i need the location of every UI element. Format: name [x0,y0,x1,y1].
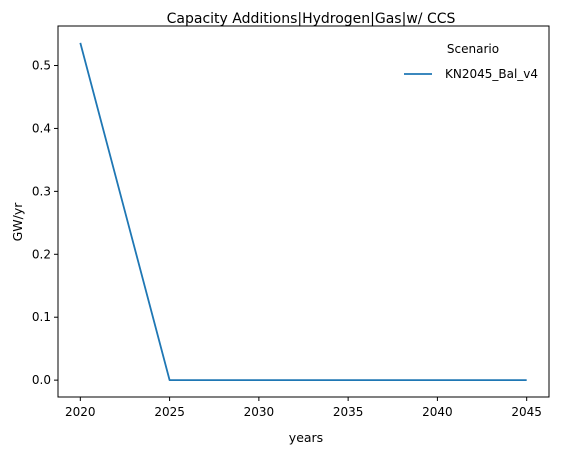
x-tick-label: 2035 [333,405,364,419]
x-axis-ticks: 2020 2025 2030 2035 2040 2045 [65,397,542,419]
x-tick-label: 2030 [244,405,275,419]
y-axis-label: GW/yr [10,202,25,242]
y-tick-label: 0.0 [32,373,51,387]
x-tick-label: 2020 [65,405,96,419]
x-tick-label: 2040 [422,405,453,419]
chart-title: Capacity Additions|Hydrogen|Gas|w/ CCS [167,11,456,27]
y-tick-label: 0.3 [32,184,51,198]
plot-frame [57,25,550,398]
plot-area [57,25,550,398]
legend-label-kn2045-bal-v4: KN2045_Bal_v4 [445,67,538,81]
y-tick-label: 0.5 [32,59,51,73]
series-layer [79,42,527,382]
y-tick-label: 0.2 [32,247,51,261]
y-axis-ticks: 0.0 0.1 0.2 0.3 0.4 0.5 [32,59,58,387]
series-line-kn2045-bal-v4 [79,42,527,382]
y-tick-label: 0.1 [32,310,51,324]
x-tick-label: 2045 [511,405,542,419]
legend: Scenario KN2045_Bal_v4 [404,42,538,81]
x-tick-label: 2025 [154,405,185,419]
legend-title: Scenario [447,42,499,56]
x-axis-label: years [289,430,323,445]
y-tick-label: 0.4 [32,121,51,135]
